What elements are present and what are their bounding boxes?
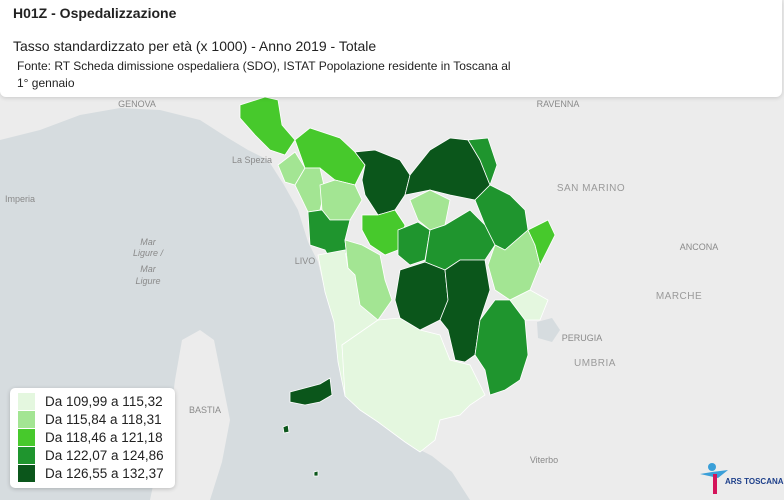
logo-mark [708,463,716,471]
lake [537,318,560,342]
map-label: SAN MARINO [557,183,625,194]
map-label: ANCONA [680,242,719,252]
map-label: PERUGIA [562,333,603,343]
zone [313,470,319,477]
legend-swatch [18,428,35,446]
map-label: UMBRIA [574,358,616,369]
map-label: Mar [140,237,157,247]
zone [239,96,296,156]
zone [474,299,529,396]
title: H01Z - Ospedalizzazione [13,5,177,21]
logo: ARS TOSCANA [700,463,784,494]
zone [344,239,393,321]
legend-swatch [18,446,35,464]
zone [527,219,556,267]
map-label: Imperia [5,194,35,204]
zones [239,96,556,477]
map-label: GENOVA [118,99,156,109]
source: Fonte: RT Scheda dimissione ospedaliera … [17,59,511,90]
legend-label: Da 126,55 a 132,37 [45,465,164,481]
zone [487,229,541,301]
legend-label: Da 118,46 a 121,18 [45,429,163,445]
legend-swatch [18,392,35,410]
legend-label: Da 109,99 a 115,32 [45,393,163,409]
zone [341,317,486,453]
map-label: Ligure [135,276,160,286]
map-label: La Spezia [232,155,272,165]
legend-swatch [18,410,35,428]
legend-swatch [18,464,35,482]
legend-item: Da 122,07 a 124,86 [18,446,175,464]
legend-label: Da 122,07 a 124,86 [45,447,164,463]
legend-item: Da 109,99 a 115,32 [18,392,175,410]
logo-mark [713,474,717,494]
legend-label: Da 115,84 a 118,31 [45,411,162,427]
map-label: RAVENNA [537,99,580,109]
zone [467,137,498,187]
logo-text: ARS TOSCANA [725,477,784,486]
map-label: Viterbo [530,455,558,465]
legend-item: Da 118,46 a 121,18 [18,428,175,446]
zone [282,424,290,434]
legend: Da 109,99 a 115,32 Da 115,84 a 118,31 Da 1… [10,388,175,488]
legend-item: Da 115,84 a 118,31 [18,410,175,428]
map-label: Mar [140,264,157,274]
map-label: MARCHE [656,291,702,302]
map-label: LIVO [295,256,316,266]
map-label: BASTIA [189,405,221,415]
map-label: Ligure / [133,248,165,258]
zone [509,289,549,321]
zone [289,377,333,406]
header: H01Z - Ospedalizzazione Tasso standardiz… [0,0,782,97]
legend-item: Da 126,55 a 132,37 [18,464,175,482]
subtitle: Tasso standardizzato per età (x 1000) - … [13,38,377,54]
